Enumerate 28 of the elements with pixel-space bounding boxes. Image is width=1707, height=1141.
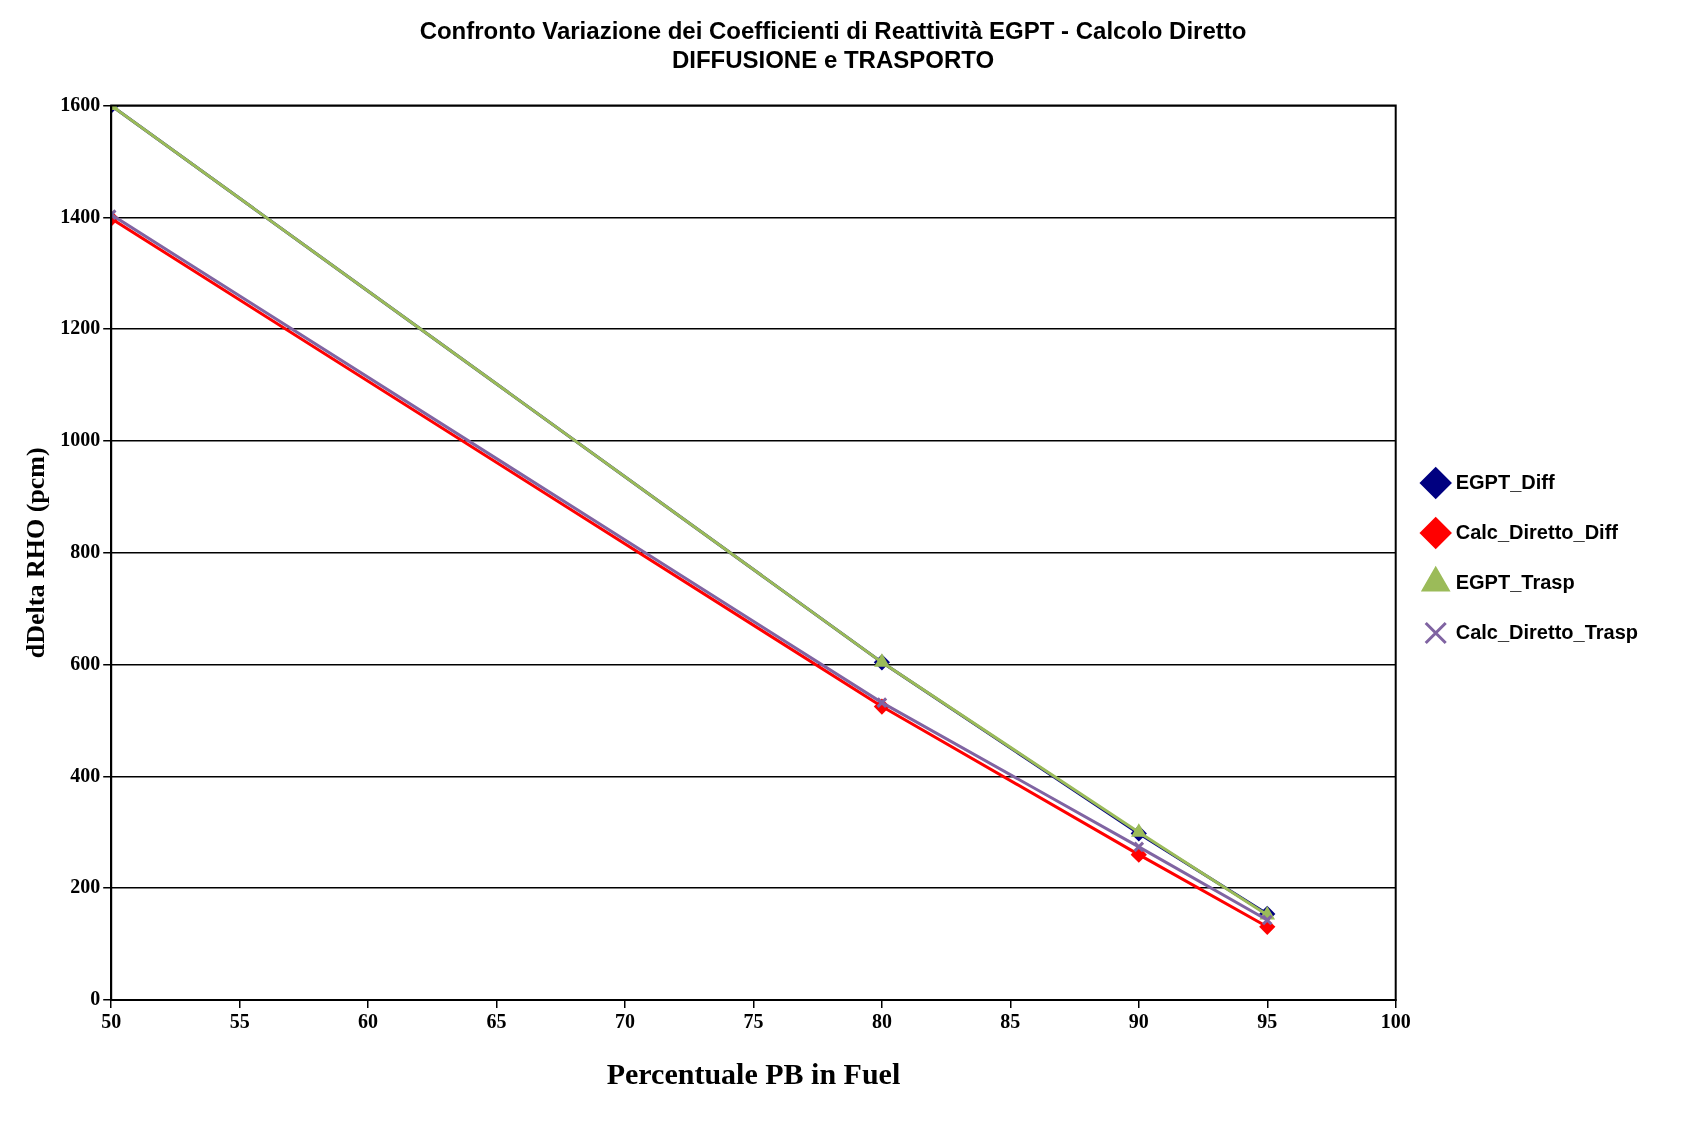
- x-tick-label: 50: [101, 1010, 122, 1033]
- legend-label: EGPT_Diff: [1455, 470, 1555, 493]
- legend-label: EGPT_Trasp: [1455, 570, 1575, 593]
- text: DIFFUSIONE e TRASPORTO: [671, 45, 995, 73]
- x-tick-label: 60: [358, 1010, 379, 1033]
- x-axis-title: Percentuale PB in Fuel: [606, 1056, 901, 1090]
- legend-label: Calc_Diretto_Trasp: [1455, 620, 1638, 643]
- x-tick-label: 70: [615, 1010, 635, 1033]
- y-tick-label: 600: [70, 651, 101, 674]
- text: Confronto Variazione dei Coefficienti di Reattività EGPT - Calcolo Diretto: [419, 17, 1247, 45]
- x-tick-label: 65: [486, 1010, 507, 1033]
- y-tick-label: 400: [70, 763, 101, 786]
- y-tick-label: 800: [70, 539, 101, 562]
- legend-label: Calc_Diretto_Diff: [1455, 520, 1619, 543]
- y-tick-label: 1200: [60, 316, 101, 339]
- y-tick-label: 1600: [60, 92, 101, 115]
- y-tick-label: 200: [70, 875, 101, 898]
- x-tick-label: 100: [1380, 1010, 1411, 1033]
- y-tick-label: 0: [90, 987, 101, 1010]
- x-tick-label: 95: [1257, 1010, 1278, 1033]
- x-tick-label: 75: [743, 1010, 764, 1033]
- y-tick-label: 1000: [60, 428, 101, 451]
- y-axis-title: dDelta RHO (pcm): [21, 447, 51, 659]
- x-tick-label: 85: [1000, 1010, 1021, 1033]
- x-tick-label: 80: [871, 1010, 892, 1033]
- y-tick-label: 1400: [60, 204, 101, 227]
- x-tick-label: 90: [1128, 1010, 1149, 1033]
- x-tick-label: 55: [229, 1010, 250, 1033]
